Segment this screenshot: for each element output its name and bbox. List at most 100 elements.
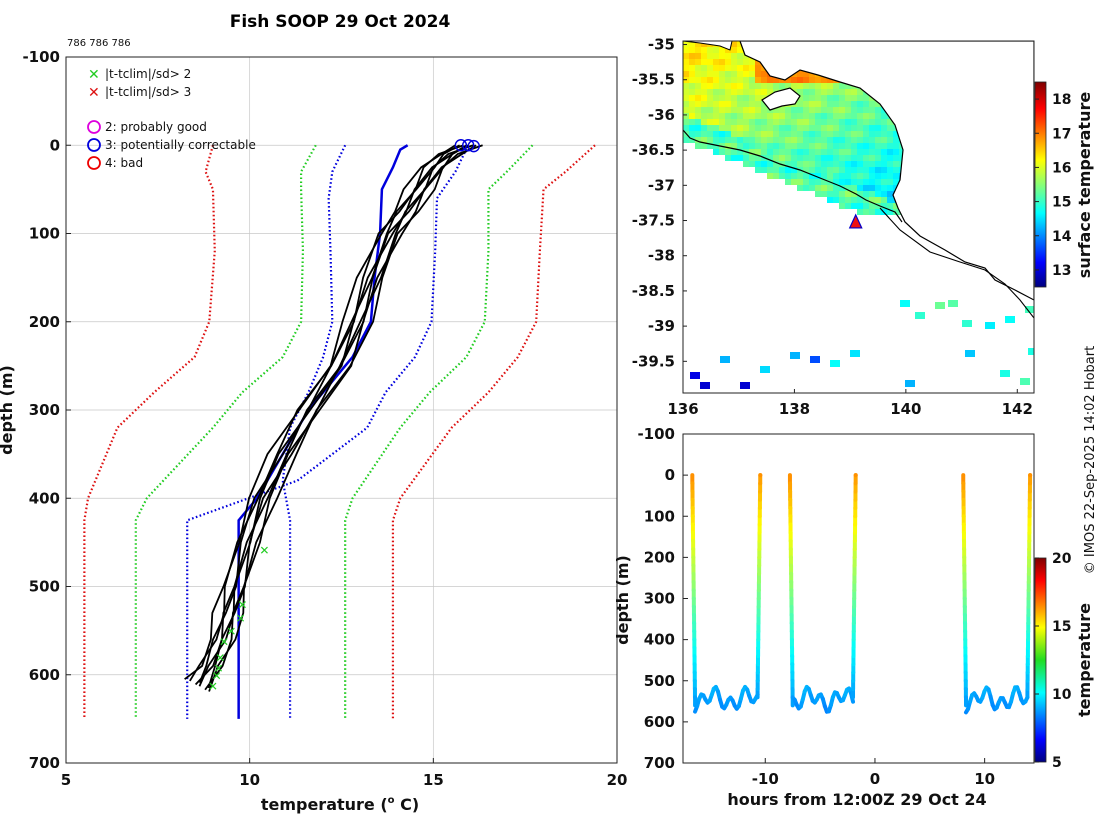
lat-tick-label: -38.5 (632, 282, 675, 300)
sst-cell (773, 149, 779, 155)
sst-cell (707, 95, 713, 101)
sst-cell (875, 125, 881, 131)
sst-cell (845, 101, 851, 107)
sst-cell (863, 191, 869, 197)
sst-cell (839, 107, 845, 113)
sst-cell (761, 161, 767, 167)
sst-cell (803, 143, 809, 149)
sst-cell (875, 131, 881, 137)
colorbar-tick-label: 14 (1052, 229, 1072, 245)
temperature-profile (207, 144, 469, 689)
sst-cell (731, 125, 737, 131)
sst-cell (833, 101, 839, 107)
sst-cell (845, 185, 851, 191)
sst-cell (810, 356, 820, 363)
sst-cell (749, 125, 755, 131)
profile-grid (65, 56, 618, 764)
sst-cell (863, 155, 869, 161)
x-tick-label: 15 (423, 771, 444, 789)
sst-cell (815, 161, 821, 167)
x-mark-icon: ✕ (88, 85, 100, 101)
sst-cell (725, 53, 731, 59)
legend: ✕ |t-tclim|/sd> 2 ✕ |t-tclim|/sd> 3 2: p… (87, 67, 256, 170)
sst-cell (731, 71, 737, 77)
sst-cell (845, 83, 851, 89)
sst-cell (875, 209, 881, 215)
sst-cell (809, 125, 815, 131)
sst-cell (695, 101, 701, 107)
sst-cell (689, 89, 695, 95)
sst-cell (755, 113, 761, 119)
sst-cell (821, 89, 827, 95)
sst-cell (743, 77, 749, 83)
sst-cell (851, 95, 857, 101)
sst-cell (887, 161, 893, 167)
sst-cell (915, 312, 925, 319)
legend-flag2: 2: probably good (87, 120, 207, 134)
x-tick-label: 5 (61, 771, 71, 789)
sst-cell (875, 137, 881, 143)
sst-cell (695, 143, 701, 149)
sst-cell (719, 71, 725, 77)
sst-cell (785, 77, 791, 83)
y-tick-label: 300 (644, 590, 675, 608)
sst-cell (881, 173, 887, 179)
sst-cell (719, 149, 725, 155)
sst-cell (815, 185, 821, 191)
y-tick-label: -100 (637, 425, 675, 443)
sst-cell (881, 167, 887, 173)
sst-cell (851, 203, 857, 209)
sst-cell (743, 113, 749, 119)
sst-cell (827, 83, 833, 89)
sst-cell (869, 155, 875, 161)
sst-cell (773, 137, 779, 143)
y-tick-label: 300 (29, 401, 60, 419)
sst-cell (857, 131, 863, 137)
temperature-profile (208, 144, 483, 692)
sst-cell (881, 191, 887, 197)
sst-cell (695, 89, 701, 95)
sst-cell (869, 101, 875, 107)
sst-colorbar (1034, 81, 1047, 288)
sst-cell (701, 59, 707, 65)
sst-cell (851, 125, 857, 131)
sst-cell (857, 197, 863, 203)
legend-flag4: 4: bad (87, 156, 143, 170)
sst-cell (755, 131, 761, 137)
sst-colorbar-label: surface temperature (1075, 92, 1094, 279)
sst-cell (713, 143, 719, 149)
colorbar-tick-label: 13 (1052, 263, 1071, 279)
y-tick-label: 600 (29, 666, 60, 684)
sst-cell (863, 179, 869, 185)
sst-cell (905, 380, 915, 387)
map-ticks: 136 138 140 142 -35 -35.5 -36 -36.5 -37 -37.5 -38 -… (632, 36, 1033, 418)
sst-cell (701, 119, 707, 125)
y-tick-label: -100 (22, 48, 60, 66)
sst-cell (707, 107, 713, 113)
sst-cell (809, 71, 815, 77)
sst-cell (755, 137, 761, 143)
sst-cell (737, 41, 743, 47)
sst-cell (803, 95, 809, 101)
sst-cell (857, 95, 863, 101)
sst-cell (839, 125, 845, 131)
sst-cell (719, 95, 725, 101)
sst-cell (839, 173, 845, 179)
sst-cell (821, 179, 827, 185)
legend-flag3: 3: potentially correctable (87, 138, 256, 152)
sst-cell (701, 89, 707, 95)
sst-cell (935, 302, 945, 309)
sst-cell (851, 197, 857, 203)
sst-cell (821, 149, 827, 155)
sst-cell (791, 179, 797, 185)
sst-cell (731, 137, 737, 143)
sst-cell (827, 101, 833, 107)
flag-3-point (467, 139, 480, 153)
lat-tick-label: -37.5 (632, 212, 675, 230)
sst-cell (731, 149, 737, 155)
sst-cell (683, 71, 689, 77)
y-tick-label: 500 (644, 672, 675, 690)
sst-cell (827, 77, 833, 83)
sst-cell (689, 71, 695, 77)
